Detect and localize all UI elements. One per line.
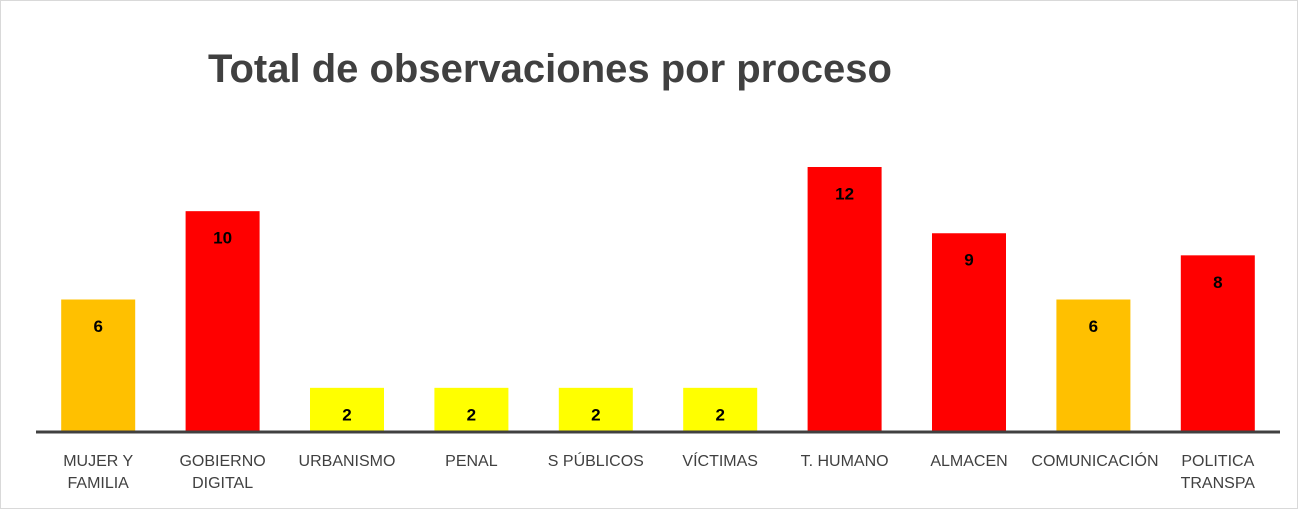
x-tick-label: URBANISMO bbox=[298, 453, 396, 470]
x-tick-label: COMUNICACIÓN bbox=[1031, 453, 1159, 470]
data-label: 6 bbox=[1089, 317, 1098, 336]
bar bbox=[61, 299, 136, 432]
bar bbox=[807, 167, 882, 432]
bar bbox=[310, 387, 384, 432]
bar bbox=[683, 387, 758, 432]
data-label: 10 bbox=[213, 229, 232, 248]
x-tick-label: S PÚBLICOS bbox=[547, 453, 644, 470]
bar bbox=[1056, 299, 1131, 432]
x-tick-label: VÍCTIMAS bbox=[682, 453, 758, 470]
data-label: 8 bbox=[1213, 273, 1222, 292]
data-label: 9 bbox=[964, 251, 973, 270]
x-tick-label: ALMACEN bbox=[930, 453, 1008, 470]
x-tick-label: GOBIERNO DIGITAL bbox=[179, 453, 266, 492]
bar bbox=[932, 233, 1006, 432]
x-tick-label: PENAL bbox=[445, 453, 498, 470]
bar bbox=[558, 387, 633, 432]
data-label: 6 bbox=[93, 317, 102, 336]
bar bbox=[1180, 255, 1255, 432]
data-label: 2 bbox=[715, 405, 724, 424]
bar bbox=[434, 387, 509, 432]
data-label: 2 bbox=[467, 405, 476, 424]
bar bbox=[185, 211, 260, 432]
x-tick-label: POLITICA TRANSPA bbox=[1180, 453, 1255, 492]
chart-title: Total de observaciones por proceso bbox=[208, 47, 892, 91]
data-label: 2 bbox=[591, 405, 600, 424]
x-tick-label: T. HUMANO bbox=[800, 453, 889, 470]
data-label: 2 bbox=[342, 405, 351, 424]
data-label: 12 bbox=[835, 184, 854, 203]
x-tick-label: MUJER Y FAMILIA bbox=[63, 453, 134, 492]
